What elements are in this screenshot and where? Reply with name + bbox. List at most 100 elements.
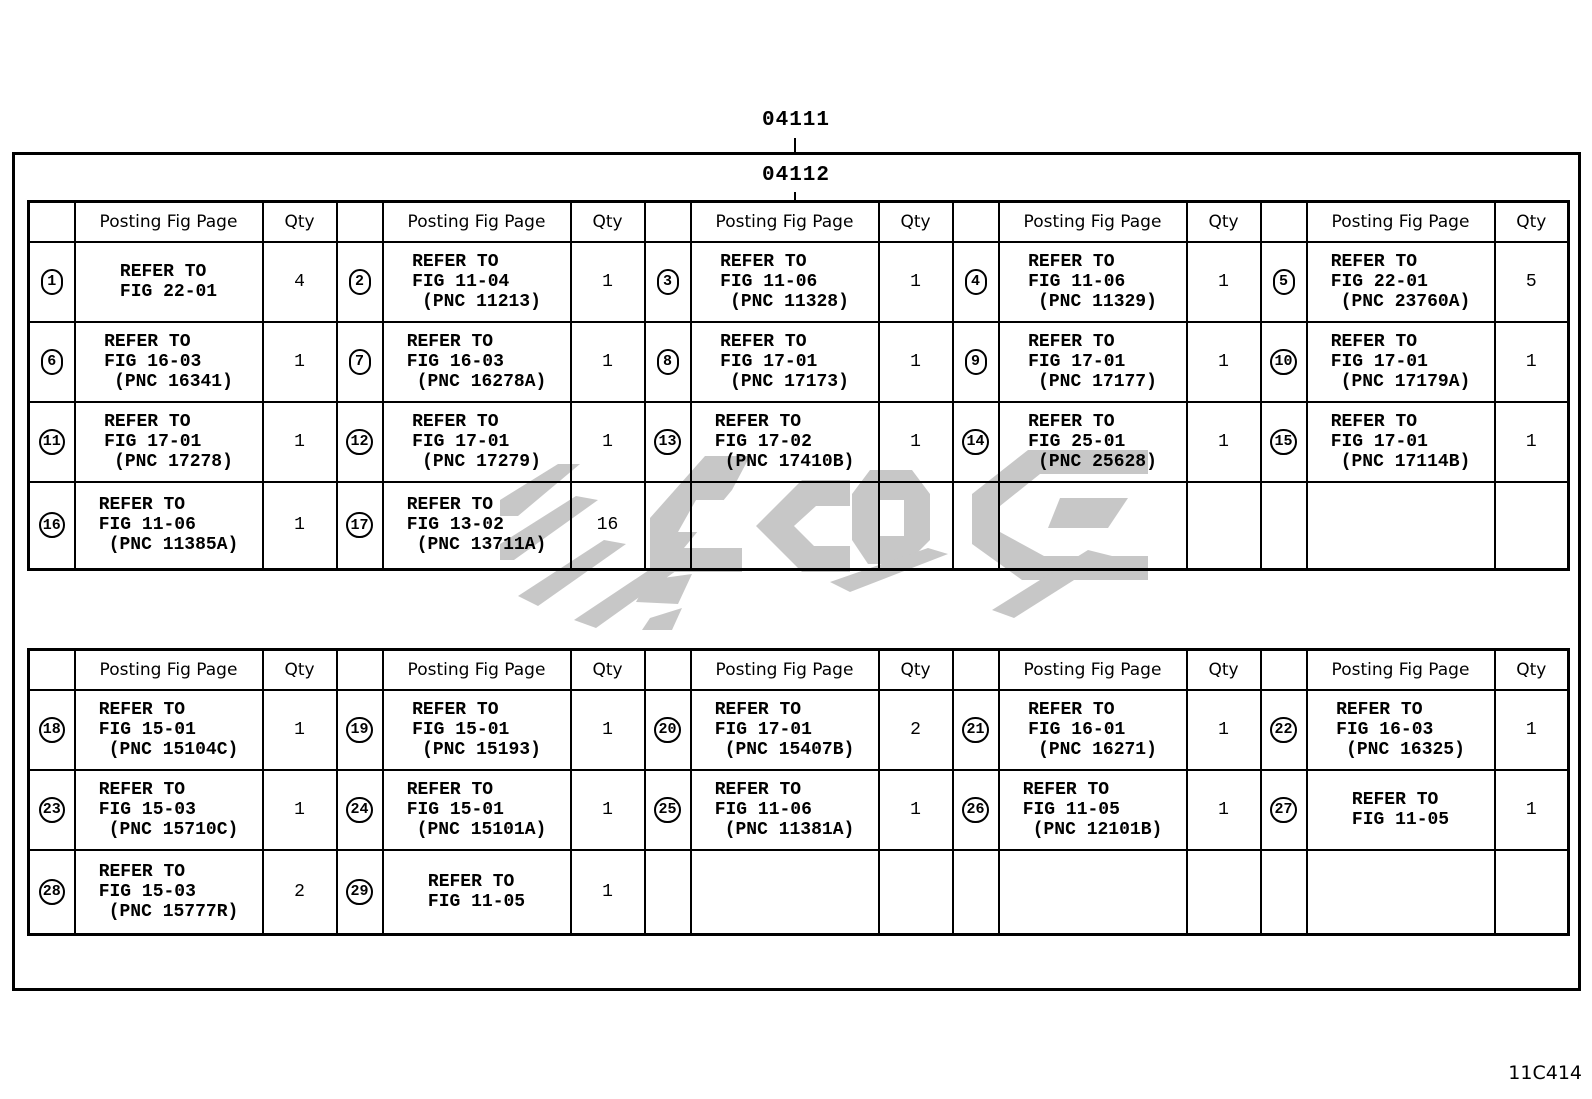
pnc-line: (PNC 16325): [1346, 739, 1465, 760]
fig-line: FIG 17-01: [714, 719, 812, 740]
col-header-posting: Posting Fig Page: [997, 648, 1188, 691]
pnc-line: (PNC 15777R): [108, 901, 239, 922]
item-number-cell: 1: [27, 240, 76, 323]
qty-cell: 1: [569, 688, 646, 771]
item-number-badge: 5: [1272, 268, 1295, 295]
refer-to-line: REFER TO: [412, 411, 499, 432]
header-spacer-cell: [27, 200, 76, 243]
fig-line: FIG 15-01: [412, 719, 510, 740]
refer-to-line: REFER TO: [98, 495, 186, 516]
posting-fig-cell: [1305, 480, 1496, 571]
col-header-posting: Posting Fig Page: [689, 200, 880, 243]
refer-to-line: REFER TO: [1028, 699, 1115, 720]
posting-fig-text: REFER TO FIG 15-01 (PNC 15101A): [407, 780, 547, 840]
item-number-badge: 26: [962, 796, 989, 823]
qty-cell: [1185, 848, 1262, 936]
refer-to-line: REFER TO: [1351, 789, 1439, 810]
col-header-qty: Qty: [877, 648, 954, 691]
item-number-badge: 10: [1270, 348, 1297, 375]
item-number-cell: 18: [27, 688, 76, 771]
qty-cell: 1: [1185, 688, 1262, 771]
item-number-badge: 3: [656, 268, 679, 295]
fig-line: FIG 17-01: [1330, 351, 1428, 372]
posting-fig-cell: REFER TO FIG 15-03 (PNC 15777R): [73, 848, 264, 936]
item-number-badge: 7: [348, 348, 371, 375]
item-number-cell: 13: [643, 400, 692, 483]
posting-fig-text: REFER TO FIG 17-01 (PNC 15407B): [715, 700, 855, 760]
qty-cell: [877, 480, 954, 571]
posting-fig-cell: REFER TO FIG 17-01 (PNC 15407B): [689, 688, 880, 771]
col-header-qty: Qty: [261, 200, 338, 243]
posting-fig-cell: REFER TO FIG 16-03 (PNC 16325): [1305, 688, 1496, 771]
item-number-badge: 16: [38, 512, 65, 539]
refer-to-line: REFER TO: [104, 331, 191, 352]
pnc-line: (PNC 17179A): [1340, 371, 1471, 392]
table-row: 1 REFER TO FIG 22-01 4 2 REFER TO FIG 11-04 (PN…: [27, 240, 1570, 323]
posting-fig-cell: REFER TO FIG 15-01 (PNC 15193): [381, 688, 572, 771]
refer-to-line: REFER TO: [1330, 411, 1418, 432]
refer-to-line: REFER TO: [714, 779, 802, 800]
item-number-badge: 15: [1270, 428, 1297, 455]
posting-fig-text: REFER TO FIG 11-06 (PNC 11385A): [99, 495, 239, 555]
posting-fig-text: REFER TO FIG 13-02 (PNC 13711A): [407, 495, 547, 555]
item-number-cell: 16: [27, 480, 76, 571]
posting-fig-text: REFER TO FIG 25-01 (PNC 25628): [1028, 412, 1157, 472]
item-number-cell: [643, 480, 692, 571]
connector-line: [794, 138, 796, 152]
item-number-badge: 19: [346, 716, 373, 743]
posting-fig-text: REFER TO FIG 11-06 (PNC 11329): [1028, 252, 1157, 312]
refer-to-line: REFER TO: [406, 779, 494, 800]
item-number-badge: 25: [654, 796, 681, 823]
posting-fig-cell: [997, 480, 1188, 571]
item-number-badge: 23: [38, 796, 65, 823]
posting-fig-text: REFER TO FIG 22-01 (PNC 23760A): [1331, 252, 1471, 312]
header-spacer-cell: [951, 648, 1000, 691]
fig-line: FIG 11-06: [720, 271, 818, 292]
refer-to-line: REFER TO: [1336, 699, 1423, 720]
col-header-qty: Qty: [569, 200, 646, 243]
refer-to-line: REFER TO: [1330, 251, 1418, 272]
item-number-cell: 28: [27, 848, 76, 936]
posting-fig-text: REFER TO FIG 17-01 (PNC 17179A): [1331, 332, 1471, 392]
pnc-line: (PNC 15710C): [108, 819, 239, 840]
item-number-cell: 19: [335, 688, 384, 771]
posting-fig-text: REFER TO FIG 16-01 (PNC 16271): [1028, 700, 1157, 760]
posting-fig-cell: REFER TO FIG 17-01 (PNC 17179A): [1305, 320, 1496, 403]
posting-fig-cell: REFER TO FIG 17-01 (PNC 17279): [381, 400, 572, 483]
refer-to-line: REFER TO: [406, 331, 494, 352]
refer-to-line: REFER TO: [406, 495, 494, 516]
item-number-badge: 29: [346, 878, 373, 905]
fig-line: FIG 11-04: [412, 271, 510, 292]
pnc-line: (PNC 25628): [1038, 451, 1157, 472]
posting-fig-cell: REFER TO FIG 15-01 (PNC 15101A): [381, 768, 572, 851]
item-number-badge: 12: [346, 428, 373, 455]
qty-cell: [877, 848, 954, 936]
posting-fig-cell: REFER TO FIG 25-01 (PNC 25628): [997, 400, 1188, 483]
item-number-badge: 1: [40, 268, 63, 295]
item-number-cell: 14: [951, 400, 1000, 483]
table-row: 11 REFER TO FIG 17-01 (PNC 17278) 1 12 REFER T…: [27, 400, 1570, 483]
item-number-badge: 8: [656, 348, 679, 375]
posting-fig-cell: REFER TO FIG 16-03 (PNC 16278A): [381, 320, 572, 403]
posting-fig-text: REFER TO FIG 17-01 (PNC 17173): [720, 332, 849, 392]
refer-to-line: REFER TO: [412, 699, 499, 720]
item-number-cell: 3: [643, 240, 692, 323]
item-number-cell: 5: [1259, 240, 1308, 323]
qty-cell: 1: [569, 768, 646, 851]
posting-fig-text: REFER TO FIG 15-01 (PNC 15193): [412, 700, 541, 760]
posting-fig-text: REFER TO FIG 17-01 (PNC 17177): [1028, 332, 1157, 392]
pnc-line: (PNC 15101A): [416, 819, 547, 840]
item-number-cell: 24: [335, 768, 384, 851]
col-header-qty: Qty: [1185, 200, 1262, 243]
header-spacer-cell: [951, 200, 1000, 243]
qty-cell: 1: [569, 848, 646, 936]
qty-cell: 1: [1493, 768, 1570, 851]
item-number-badge: 2: [348, 268, 371, 295]
item-number-cell: [1259, 848, 1308, 936]
fig-line: FIG 11-06: [714, 799, 812, 820]
pnc-line: (PNC 17279): [422, 451, 541, 472]
refer-to-line: REFER TO: [427, 871, 515, 892]
refer-to-line: REFER TO: [412, 251, 499, 272]
qty-cell: 2: [261, 848, 338, 936]
qty-cell: [1493, 848, 1570, 936]
